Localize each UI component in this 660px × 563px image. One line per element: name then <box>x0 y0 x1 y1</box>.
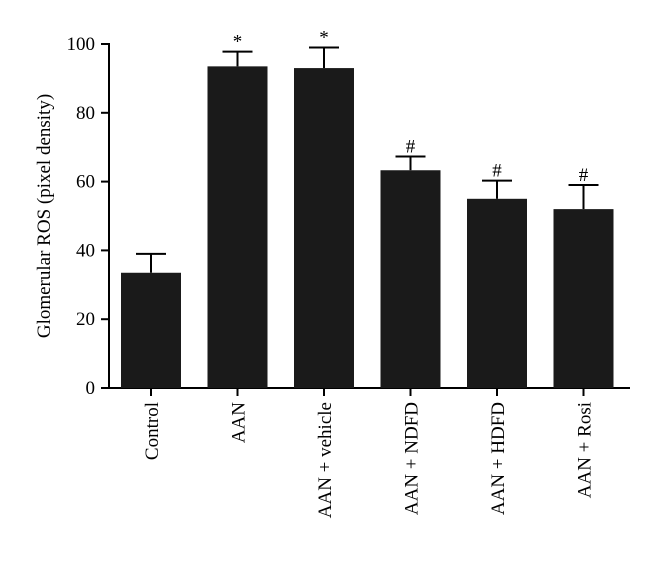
y-tick-label: 40 <box>76 240 95 261</box>
bars: * * # # # <box>121 27 614 389</box>
axes <box>108 43 630 396</box>
x-tick-labels: Control AAN AAN + vehicle AAN + NDFD AAN + H… <box>142 402 596 519</box>
bar <box>467 198 527 388</box>
x-tick-label: AAN + NDFD <box>402 402 423 515</box>
significance-mark: # <box>579 165 589 186</box>
y-tick-label: 20 <box>76 309 95 330</box>
y-tick-label: 80 <box>76 103 95 124</box>
y-tick-label: 60 <box>76 172 95 193</box>
x-tick-label: AAN <box>229 402 250 443</box>
significance-mark: * <box>319 27 329 48</box>
bar <box>207 66 268 389</box>
significance-mark: # <box>492 161 502 182</box>
x-tick-label: AAN + Rosi <box>575 402 596 498</box>
y-tick-label: 0 <box>86 378 96 399</box>
bar <box>294 68 354 388</box>
y-tick-label: 100 <box>67 34 96 55</box>
x-tick-label: AAN + HDFD <box>488 402 509 515</box>
significance-mark: # <box>406 136 416 157</box>
y-axis-label: Glomerular ROS (pixel density) <box>34 94 55 338</box>
significance-mark: * <box>233 32 243 53</box>
bar <box>121 272 181 388</box>
x-tick-label: Control <box>142 402 163 460</box>
bar <box>553 209 614 388</box>
y-ticks: 0 20 40 60 80 100 <box>67 34 109 399</box>
bar <box>380 170 441 388</box>
x-tick-label: AAN + vehicle <box>315 402 336 518</box>
